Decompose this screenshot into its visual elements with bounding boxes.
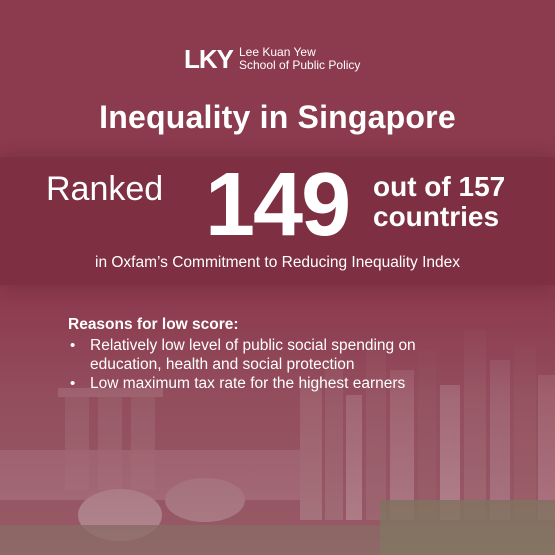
reasons-section: Reasons for low score: Relatively low le… [68, 316, 510, 393]
ranked-label: Ranked [46, 170, 164, 208]
index-caption: in Oxfam’s Commitment to Reducing Inequa… [95, 254, 460, 271]
out-of-total: out of 157 countries [373, 172, 505, 232]
out-of-line-2: countries [373, 201, 500, 232]
logo-line-1: Lee Kuan Yew [239, 45, 316, 59]
ranking-band [0, 157, 555, 285]
reasons-heading: Reasons for low score: [68, 316, 239, 333]
page-title: Inequality in Singapore [99, 99, 456, 135]
out-of-line-1: out of 157 [373, 171, 506, 202]
reason-item: Relatively low level of public social sp… [68, 336, 490, 374]
lkyspp-logo: LKY Lee Kuan Yew School of Public Policy [184, 44, 360, 74]
reason-item: Low maximum tax rate for the highest ear… [68, 374, 510, 393]
reasons-list: Relatively low level of public social sp… [68, 336, 510, 393]
logo-mark-text: LKY [184, 44, 234, 74]
logo-text: Lee Kuan Yew School of Public Policy [239, 46, 360, 72]
logo-mark: LKY [184, 44, 234, 74]
rank-number: 149 [205, 155, 351, 255]
logo-line-2: School of Public Policy [239, 58, 361, 72]
